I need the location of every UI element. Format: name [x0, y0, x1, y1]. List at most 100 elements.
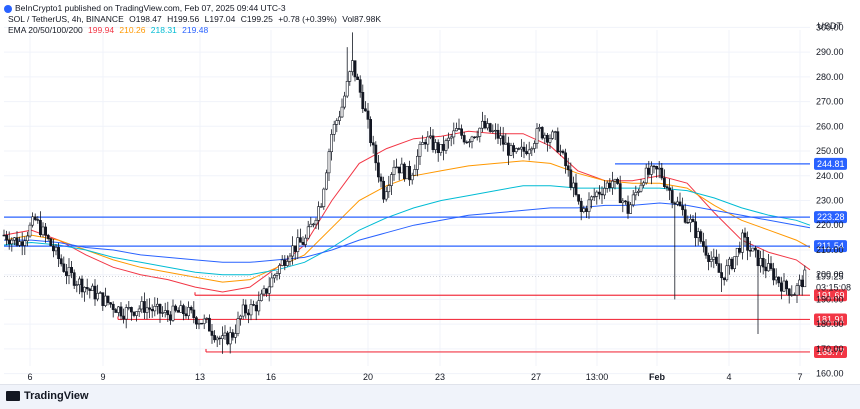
candle-body — [343, 95, 347, 108]
candle — [119, 302, 123, 321]
candle — [72, 269, 76, 290]
candle-body — [70, 267, 74, 273]
candle-body — [117, 306, 120, 313]
candle — [769, 256, 773, 271]
candle — [348, 70, 352, 86]
resistance-price-tag — [814, 240, 847, 253]
candle-body — [577, 194, 581, 202]
candle — [210, 323, 214, 344]
candle — [384, 186, 388, 202]
candle-body — [145, 307, 149, 313]
candle-body — [127, 307, 131, 309]
candle — [176, 307, 180, 313]
price-tick-label: 210.00 — [816, 245, 844, 255]
price-tick-label: 300.00 — [816, 22, 844, 32]
candle — [340, 98, 344, 119]
candle — [530, 146, 534, 157]
candle — [486, 118, 490, 131]
candle — [127, 301, 131, 311]
candle-body — [592, 196, 596, 198]
support-label: 181.91 — [817, 314, 845, 324]
candle — [252, 300, 256, 307]
ema-label[interactable]: EMA 20/50/100/200 — [8, 25, 83, 35]
candle — [423, 139, 427, 150]
support-price-tag — [814, 345, 847, 358]
tradingview-logo[interactable]: TradingView — [6, 390, 89, 402]
candle — [83, 286, 87, 302]
candle — [525, 144, 529, 156]
candle — [426, 131, 430, 152]
price-chart[interactable]: 244.81 223.28 211.54 191.69 181.91 168.77 199.… — [0, 0, 860, 384]
candle-body — [78, 278, 81, 285]
candle — [353, 60, 357, 82]
candle-body — [18, 241, 22, 246]
candle — [564, 148, 568, 174]
candle — [44, 222, 48, 243]
candle — [582, 205, 586, 214]
candle — [366, 103, 370, 129]
candle-body — [249, 304, 253, 316]
candle-body — [712, 256, 716, 260]
candle — [249, 299, 253, 321]
candle — [111, 301, 115, 318]
candle — [234, 324, 237, 344]
candle — [379, 173, 383, 188]
symbol-name[interactable]: SOL / TetherUS, 4h, BINANCE — [8, 14, 124, 24]
chart-grid — [4, 26, 810, 375]
candle-body — [772, 268, 776, 281]
candle-body — [49, 238, 53, 247]
candle — [28, 222, 32, 238]
candle — [678, 192, 682, 207]
candle-body — [584, 208, 588, 212]
candle-countdown: 03:15:08 — [816, 283, 851, 293]
candle — [647, 160, 651, 178]
candle-body — [634, 192, 638, 196]
resistance-price-tag — [814, 211, 847, 224]
candle-body — [574, 182, 578, 195]
candle-body — [696, 231, 700, 239]
logo-text: TradingView — [24, 390, 89, 402]
change-value: +0.78 (+0.39%) — [278, 14, 337, 24]
candle — [787, 288, 791, 304]
price-tick-label: 170.00 — [816, 344, 844, 354]
candle-body — [371, 142, 375, 146]
candle — [733, 256, 737, 273]
candle-body — [683, 209, 687, 223]
candle-body — [148, 307, 152, 310]
candle — [727, 256, 731, 275]
candle-body — [2, 234, 6, 237]
candle-body — [228, 332, 232, 345]
candle — [753, 245, 757, 258]
candle — [332, 120, 336, 142]
candle-body — [603, 188, 607, 196]
candle — [623, 199, 627, 205]
candle — [600, 186, 604, 205]
candle-body — [304, 237, 308, 245]
candle-body — [187, 306, 191, 317]
candle — [447, 132, 451, 149]
candle — [62, 256, 66, 273]
candle-body — [519, 146, 523, 150]
ema-line-ema20 — [3, 130, 811, 293]
candle — [387, 175, 391, 198]
candle — [314, 217, 318, 229]
candle — [441, 136, 445, 161]
candle — [311, 222, 315, 228]
candle-body — [514, 148, 518, 153]
candle-body — [335, 120, 339, 125]
candle-body — [356, 76, 360, 80]
candle — [36, 216, 40, 224]
candle-body — [532, 143, 536, 149]
candle — [88, 287, 92, 299]
price-tick-label: 230.00 — [816, 196, 844, 206]
candle-body — [769, 263, 773, 269]
candle-body — [163, 310, 167, 313]
candle — [597, 185, 601, 200]
candle — [514, 147, 518, 154]
candle — [208, 314, 211, 332]
candle-body — [210, 330, 214, 336]
candle-body — [374, 144, 378, 164]
candle-body — [379, 176, 383, 182]
candle-body — [67, 267, 71, 276]
candle — [454, 122, 458, 132]
